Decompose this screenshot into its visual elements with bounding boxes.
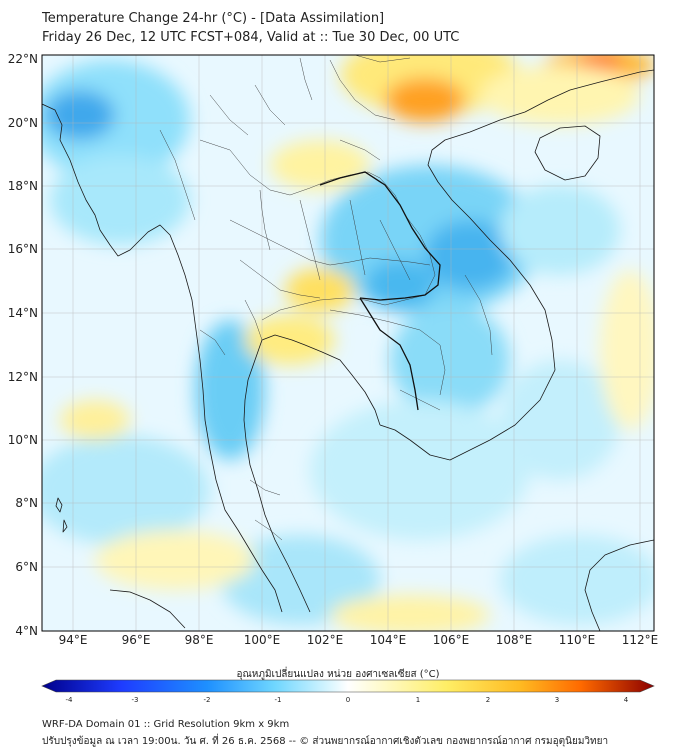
lon-label: 112°E bbox=[621, 633, 659, 647]
lon-label: 102°E bbox=[306, 633, 344, 647]
lon-label: 106°E bbox=[432, 633, 470, 647]
lon-label: 100°E bbox=[243, 633, 281, 647]
footer-model-info: WRF-DA Domain 01 :: Grid Resolution 9km … bbox=[42, 719, 290, 730]
lat-label: 20°N bbox=[7, 116, 38, 130]
country-borders bbox=[319, 171, 441, 411]
lat-label: 18°N bbox=[7, 179, 38, 193]
graticule bbox=[42, 55, 654, 631]
temperature-field bbox=[42, 55, 654, 631]
map-frame bbox=[41, 54, 655, 632]
colorbar-title: อุณหภูมิเปลี่ยนแปลง หน่วย องศาเซลเซียส (… bbox=[236, 669, 440, 680]
lat-label: 4°N bbox=[15, 624, 38, 638]
colorbar-tick: 2 bbox=[485, 696, 491, 704]
lon-label: 110°E bbox=[558, 633, 596, 647]
colorbar-gradient bbox=[41, 679, 655, 693]
lat-label: 8°N bbox=[15, 496, 38, 510]
lat-label: 16°N bbox=[7, 242, 38, 256]
lon-label: 94°E bbox=[58, 633, 88, 647]
lat-label: 14°N bbox=[7, 306, 38, 320]
colorbar-tick: 3 bbox=[554, 696, 560, 704]
colorbar-tick: -3 bbox=[131, 696, 139, 704]
footer-credit: ปรับปรุงข้อมูล ณ เวลา 19:00น. วัน ศ. ที่… bbox=[42, 736, 609, 747]
colorbar-tick: -2 bbox=[203, 696, 211, 704]
colorbar-tick: -1 bbox=[274, 696, 282, 704]
lat-label: 10°N bbox=[7, 433, 38, 447]
map-title: Temperature Change 24-hr (°C) - [Data As… bbox=[42, 11, 385, 26]
colorbar-tick: 0 bbox=[345, 696, 351, 704]
colorbar-tick: 4 bbox=[623, 696, 629, 704]
lon-label: 98°E bbox=[184, 633, 214, 647]
map-subtitle: Friday 26 Dec, 12 UTC FCST+084, Valid at… bbox=[42, 30, 460, 45]
provincial-borders bbox=[159, 55, 493, 541]
colorbar-tick: -4 bbox=[65, 696, 73, 704]
coastlines bbox=[42, 69, 654, 631]
lat-label: 12°N bbox=[7, 370, 38, 384]
lon-label: 104°E bbox=[369, 633, 407, 647]
lon-label: 96°E bbox=[121, 633, 151, 647]
colorbar bbox=[41, 679, 655, 693]
lat-label: 22°N bbox=[7, 52, 38, 66]
lon-label: 108°E bbox=[495, 633, 533, 647]
lat-label: 6°N bbox=[15, 560, 38, 574]
colorbar-tick: 1 bbox=[415, 696, 421, 704]
